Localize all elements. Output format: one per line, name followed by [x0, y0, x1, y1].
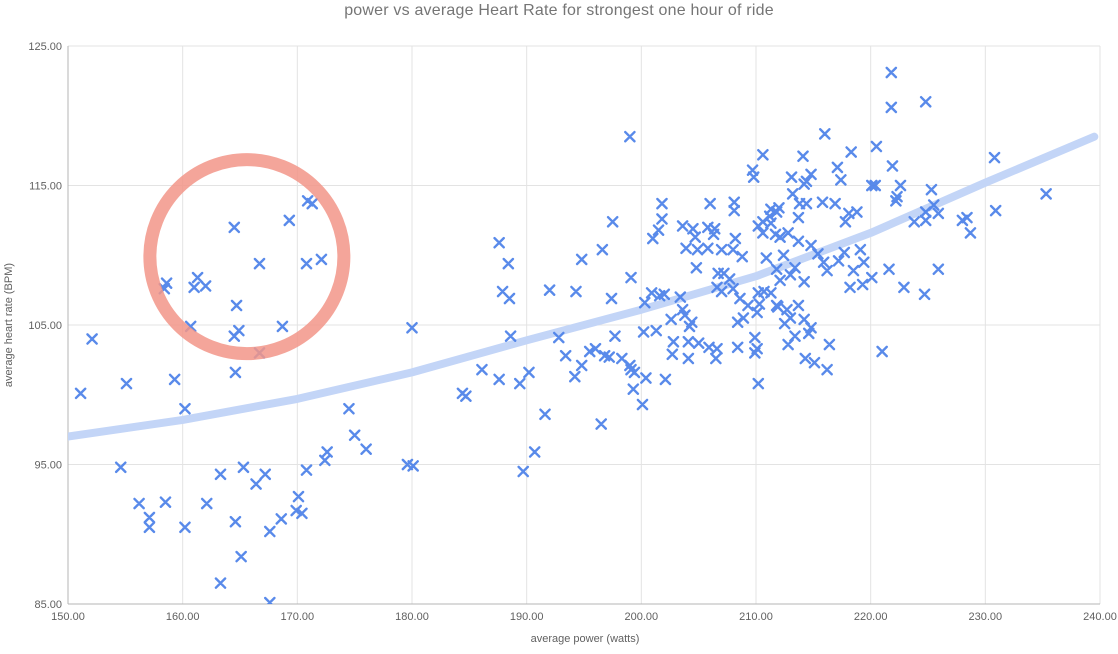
y-tick-label: 115.00	[29, 181, 62, 193]
y-tick-label: 125.00	[28, 41, 62, 53]
x-tick-label: 190.00	[510, 611, 544, 623]
y-tick-label: 105.00	[28, 320, 62, 332]
annotation-circle	[143, 153, 351, 361]
chart-title: power vs average Heart Rate for stronges…	[344, 2, 774, 19]
y-tick-label: 85.00	[34, 599, 62, 611]
x-tick-label: 160.00	[166, 611, 200, 623]
x-tick-label: 150.00	[51, 611, 85, 623]
x-tick-label: 230.00	[969, 611, 1003, 623]
x-tick-label: 170.00	[281, 611, 315, 623]
trend-line	[68, 132, 1099, 441]
x-tick-label: 180.00	[395, 611, 429, 623]
x-tick-label: 240.00	[1083, 611, 1117, 623]
y-tick-label: 95.00	[34, 460, 62, 472]
data-point-markers	[74, 66, 1052, 604]
x-tick-label: 220.00	[854, 611, 888, 623]
x-tick-label: 210.00	[739, 611, 773, 623]
x-axis-title: average power (watts)	[530, 633, 640, 645]
x-tick-label: 200.00	[625, 611, 659, 623]
y-axis-title: average heart rate (BPM)	[3, 262, 15, 388]
